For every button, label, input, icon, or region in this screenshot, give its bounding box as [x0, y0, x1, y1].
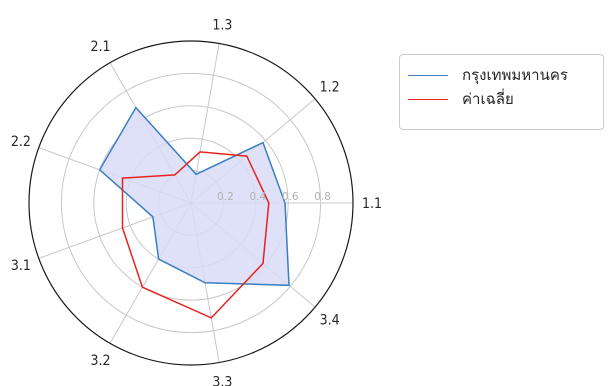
legend-swatch-bangkok: [408, 74, 448, 76]
legend-item-average: ค่าเฉลี่ย: [408, 87, 514, 111]
radial-tick-2: 0.4: [249, 191, 266, 203]
category-label-1-3: 1.3: [212, 18, 232, 34]
category-label-1-2: 1.2: [320, 80, 340, 96]
category-label-2-2: 2.2: [11, 134, 31, 150]
legend-label-bangkok: กรุงเทพมหานคร: [462, 66, 568, 84]
radial-tick-1: 0.2: [217, 191, 234, 203]
radial-tick-3: 0.6: [282, 191, 299, 203]
category-label-3-2: 3.2: [90, 353, 110, 369]
label-layer: 0.2 0.4 0.6 0.8 1.1 1.2 1.3 2.1 2.2 3.1 3.2 3.3 3.4: [11, 18, 382, 386]
legend: กรุงเทพมหานคร ค่าเฉลี่ย: [399, 54, 604, 130]
radial-tick-4: 0.8: [314, 191, 331, 203]
legend-item-bangkok: กรุงเทพมหานคร: [408, 63, 568, 87]
category-label-1-1: 1.1: [362, 196, 382, 212]
legend-swatch-average: [408, 98, 448, 100]
category-label-3-3: 3.3: [212, 374, 232, 386]
series-polygon-1: [121, 151, 270, 319]
series-polygon-0: [98, 106, 290, 287]
series-layer: [98, 106, 290, 319]
legend-label-average: ค่าเฉลี่ย: [462, 90, 514, 108]
category-label-2-1: 2.1: [90, 39, 110, 55]
category-label-3-1: 3.1: [11, 258, 31, 274]
category-label-3-4: 3.4: [320, 312, 340, 328]
outer-frame: [28, 40, 354, 366]
